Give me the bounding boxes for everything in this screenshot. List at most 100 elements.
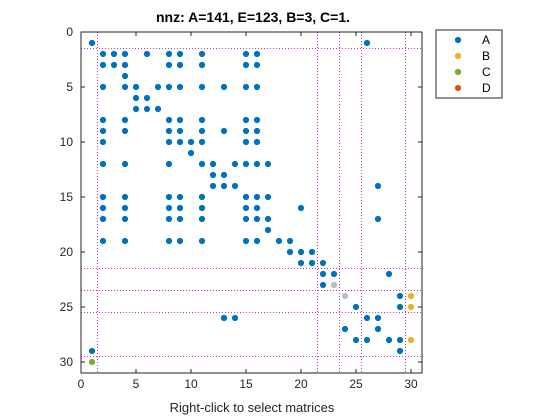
point-A-8[interactable]	[198, 50, 206, 58]
point-A-47[interactable]	[220, 127, 228, 135]
point-E-0[interactable]	[330, 281, 338, 289]
point-A-73[interactable]	[99, 193, 107, 201]
point-A-82[interactable]	[121, 204, 129, 212]
legend-marker-B[interactable]	[454, 52, 462, 60]
point-A-86[interactable]	[242, 204, 250, 212]
point-A-103[interactable]	[198, 237, 206, 245]
point-A-35[interactable]	[99, 116, 107, 124]
point-A-29[interactable]	[253, 83, 261, 91]
point-A-79[interactable]	[253, 193, 261, 201]
point-A-99[interactable]	[99, 237, 107, 245]
point-A-93[interactable]	[198, 215, 206, 223]
point-A-72[interactable]	[374, 182, 382, 190]
point-A-131[interactable]	[88, 347, 96, 355]
point-A-90[interactable]	[121, 215, 129, 223]
point-A-18[interactable]	[253, 61, 261, 69]
point-C-0[interactable]	[88, 358, 96, 366]
point-A-85[interactable]	[198, 204, 206, 212]
point-A-88[interactable]	[297, 204, 305, 212]
point-A-27[interactable]	[220, 83, 228, 91]
point-A-3[interactable]	[110, 50, 118, 58]
point-A-53[interactable]	[187, 138, 195, 146]
point-A-19[interactable]	[121, 72, 129, 80]
point-A-57[interactable]	[187, 149, 195, 157]
point-B-0[interactable]	[407, 292, 415, 300]
point-A-70[interactable]	[220, 182, 228, 190]
point-A-105[interactable]	[253, 237, 261, 245]
point-A-42[interactable]	[99, 127, 107, 135]
point-A-25[interactable]	[176, 83, 184, 91]
point-A-51[interactable]	[165, 138, 173, 146]
point-A-78[interactable]	[242, 193, 250, 201]
point-A-129[interactable]	[385, 336, 393, 344]
point-A-59[interactable]	[121, 160, 129, 168]
legend-label-D[interactable]: D	[482, 81, 491, 95]
point-A-41[interactable]	[253, 116, 261, 124]
point-A-63[interactable]	[231, 160, 239, 168]
point-A-22[interactable]	[132, 83, 140, 91]
point-A-113[interactable]	[319, 259, 327, 267]
point-A-116[interactable]	[385, 270, 393, 278]
point-A-16[interactable]	[198, 61, 206, 69]
legend-label-C[interactable]: C	[482, 65, 491, 79]
point-A-48[interactable]	[242, 127, 250, 135]
point-A-119[interactable]	[352, 303, 360, 311]
point-A-38[interactable]	[176, 116, 184, 124]
point-E-1[interactable]	[341, 292, 349, 300]
point-A-0[interactable]	[88, 39, 96, 47]
point-A-49[interactable]	[253, 127, 261, 135]
point-A-33[interactable]	[143, 105, 151, 113]
point-A-98[interactable]	[264, 226, 272, 234]
point-A-115[interactable]	[330, 270, 338, 278]
point-A-94[interactable]	[242, 215, 250, 223]
point-A-118[interactable]	[396, 292, 404, 300]
point-A-102[interactable]	[176, 237, 184, 245]
point-A-30[interactable]	[132, 94, 140, 102]
point-A-110[interactable]	[308, 248, 316, 256]
point-A-128[interactable]	[363, 336, 371, 344]
point-A-26[interactable]	[198, 83, 206, 91]
point-A-20[interactable]	[99, 83, 107, 91]
legend-marker-D[interactable]	[454, 84, 462, 92]
point-A-2[interactable]	[99, 50, 107, 58]
point-A-24[interactable]	[165, 83, 173, 91]
point-A-50[interactable]	[99, 138, 107, 146]
point-A-95[interactable]	[253, 215, 261, 223]
point-A-77[interactable]	[198, 193, 206, 201]
point-A-67[interactable]	[209, 171, 217, 179]
point-A-32[interactable]	[132, 105, 140, 113]
point-A-58[interactable]	[99, 160, 107, 168]
point-A-14[interactable]	[165, 61, 173, 69]
point-A-112[interactable]	[308, 259, 316, 267]
point-A-123[interactable]	[363, 314, 371, 322]
point-A-65[interactable]	[253, 160, 261, 168]
point-A-104[interactable]	[242, 237, 250, 245]
legend-marker-C[interactable]	[454, 68, 462, 76]
point-A-100[interactable]	[121, 237, 129, 245]
point-A-52[interactable]	[176, 138, 184, 146]
point-A-83[interactable]	[165, 204, 173, 212]
point-A-101[interactable]	[165, 237, 173, 245]
point-A-111[interactable]	[297, 259, 305, 267]
point-A-34[interactable]	[154, 105, 162, 113]
point-A-43[interactable]	[121, 127, 129, 135]
point-A-28[interactable]	[242, 83, 250, 91]
point-A-7[interactable]	[176, 50, 184, 58]
point-A-106[interactable]	[275, 237, 283, 245]
point-A-62[interactable]	[209, 160, 217, 168]
point-A-40[interactable]	[242, 116, 250, 124]
point-A-121[interactable]	[220, 314, 228, 322]
point-A-132[interactable]	[396, 347, 404, 355]
point-A-74[interactable]	[121, 193, 129, 201]
point-B-1[interactable]	[407, 303, 415, 311]
point-A-23[interactable]	[154, 83, 162, 91]
point-A-54[interactable]	[198, 138, 206, 146]
point-A-6[interactable]	[165, 50, 173, 58]
point-A-9[interactable]	[242, 50, 250, 58]
legend-label-A[interactable]: A	[482, 33, 490, 47]
point-A-21[interactable]	[121, 83, 129, 91]
point-A-64[interactable]	[242, 160, 250, 168]
point-A-124[interactable]	[374, 314, 382, 322]
